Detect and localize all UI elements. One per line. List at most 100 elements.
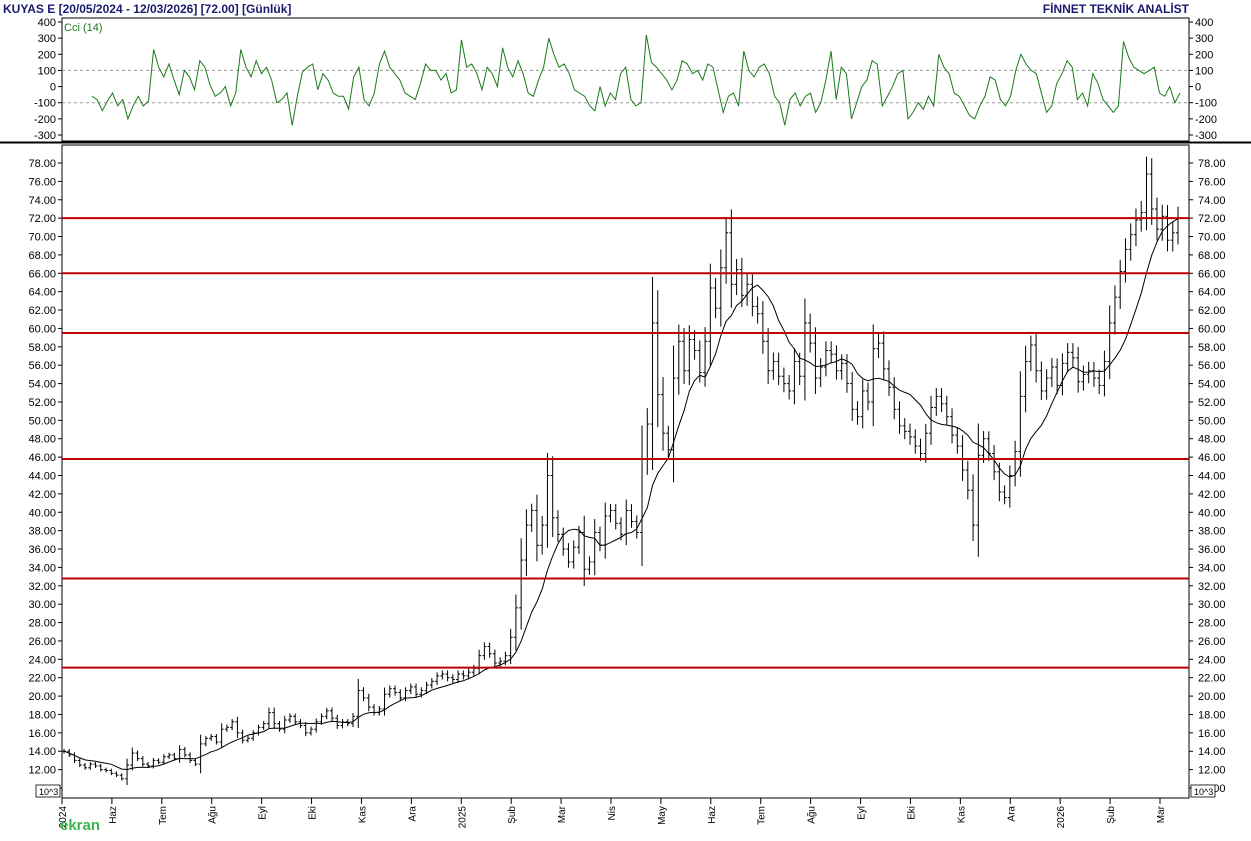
price-tick-label-right: 52.00 [1198, 397, 1226, 409]
ohlc-bar [135, 750, 140, 762]
ohlc-bar [303, 722, 308, 737]
scale-note-left: 10^3 [39, 787, 58, 797]
price-tick-label-left: 22.00 [28, 673, 56, 685]
price-tick-label-right: 22.00 [1198, 673, 1226, 685]
ohlc-bar [167, 752, 172, 759]
ohlc-bar [424, 681, 429, 694]
ohlc-bar [886, 360, 891, 396]
price-tick-label-right: 28.00 [1198, 618, 1226, 630]
price-tick-label-right: 32.00 [1198, 581, 1226, 593]
ohlc-bar [251, 730, 256, 741]
price-tick-label-left: 54.00 [28, 379, 56, 391]
ohlc-bar [965, 460, 970, 500]
x-tick-label: May [657, 806, 668, 825]
ohlc-bar [566, 543, 571, 568]
x-tick-label: Şub [507, 806, 518, 824]
ohlc-bar [550, 456, 555, 538]
ohlc-bar [230, 719, 235, 731]
ohlc-bar [293, 713, 298, 725]
ohlc-bar [661, 377, 666, 451]
symbol-date-range: KUYAS E [20/05/2024 - 12/03/2026] [72.00… [3, 2, 292, 16]
ohlc-bar [219, 723, 224, 748]
ohlc-bar [666, 425, 671, 458]
ohlc-bar [308, 726, 313, 736]
price-tick-label-left: 78.00 [28, 158, 56, 170]
price-tick-label-left: 56.00 [28, 360, 56, 372]
ohlc-bar [1039, 361, 1044, 401]
ohlc-bar [203, 735, 208, 747]
ohlc-bar [240, 729, 245, 744]
ohlc-bar [771, 352, 776, 380]
ohlc-bar [908, 423, 913, 445]
ohlc-bar [687, 325, 692, 385]
ohlc-bar [834, 345, 839, 380]
ohlc-bar [314, 718, 319, 733]
ohlc-bar [524, 509, 529, 576]
x-tick-label: Ara [407, 806, 418, 822]
ohlc-bar [492, 649, 497, 668]
ohlc-bar [729, 209, 734, 308]
ohlc-bar [918, 438, 923, 461]
ohlc-bar [976, 423, 981, 557]
x-tick-label: Kas [357, 806, 368, 823]
x-tick-label: Şub [1106, 806, 1117, 824]
ohlc-bar [130, 747, 135, 771]
ohlc-bar [545, 452, 550, 548]
ohlc-bar [1160, 204, 1165, 241]
ohlc-bar [282, 715, 287, 734]
ohlc-bar [676, 324, 681, 395]
ohlc-bar [93, 762, 98, 768]
ohlc-bar [1070, 343, 1075, 367]
ohlc-bar [1065, 343, 1070, 373]
price-tick-label-right: 24.00 [1198, 654, 1226, 666]
price-tick-label-right: 18.00 [1198, 709, 1226, 721]
ohlc-bar [892, 377, 897, 420]
ohlc-bar [850, 371, 855, 422]
cci-axes: 400 400 300 300 200 200 100 100 0 0 -100 -100 -200 -2… [34, 17, 1217, 142]
price-tick-label-right: 56.00 [1198, 360, 1226, 372]
ohlc-bar [682, 327, 687, 385]
ohlc-bar [1102, 350, 1107, 397]
cci-tick-label-left: -300 [34, 130, 56, 142]
ohlc-bar [708, 263, 713, 366]
x-tick-label: Nis [607, 806, 618, 820]
price-tick-label-left: 36.00 [28, 544, 56, 556]
scale-note-box-left [35, 784, 61, 798]
ohlc-bar [77, 758, 82, 768]
ohlc-bar [272, 707, 277, 729]
cci-tick-label-left: 300 [38, 33, 56, 45]
price-tick-label-right: 68.00 [1198, 250, 1226, 262]
x-tick-label: Haz [108, 806, 119, 824]
ohlc-bar [109, 768, 114, 776]
ohlc-bar [88, 762, 93, 770]
cci-tick-label-left: -200 [34, 114, 56, 126]
ohlc-bar [235, 716, 240, 738]
ohlc-bar [324, 707, 329, 720]
ohlc-bar [718, 249, 723, 327]
price-tick-label-right: 60.00 [1198, 323, 1226, 335]
ohlc-bar [792, 348, 797, 405]
ohlc-bar [787, 375, 792, 400]
ohlc-bar [277, 721, 282, 732]
ohlc-bar [529, 503, 534, 532]
price-tick-label-right: 70.00 [1198, 232, 1226, 244]
cci-tick-label-right: 400 [1195, 17, 1213, 29]
ohlc-bar [692, 330, 697, 360]
price-tick-label-left: 42.00 [28, 489, 56, 501]
ohlc-bar [393, 685, 398, 696]
price-tick-label-right: 74.00 [1198, 195, 1226, 207]
price-tick-label-right: 14.00 [1198, 746, 1226, 758]
x-tick-label: 2026 [1056, 806, 1067, 829]
ohlc-bar [608, 503, 613, 523]
ohlc-bar [813, 327, 818, 394]
x-tick-label: Ara [1006, 806, 1017, 822]
price-tick-label-right: 26.00 [1198, 636, 1226, 648]
x-tick-label: 2024 [58, 806, 69, 829]
ohlc-bar [1118, 259, 1123, 309]
ohlc-bar [1007, 465, 1012, 508]
price-tick-label-left: 24.00 [28, 654, 56, 666]
price-panel-frame [61, 144, 1190, 799]
cci-tick-label-left: 200 [38, 49, 56, 61]
ohlc-bar [519, 538, 524, 630]
ohlc-bar [871, 324, 876, 427]
